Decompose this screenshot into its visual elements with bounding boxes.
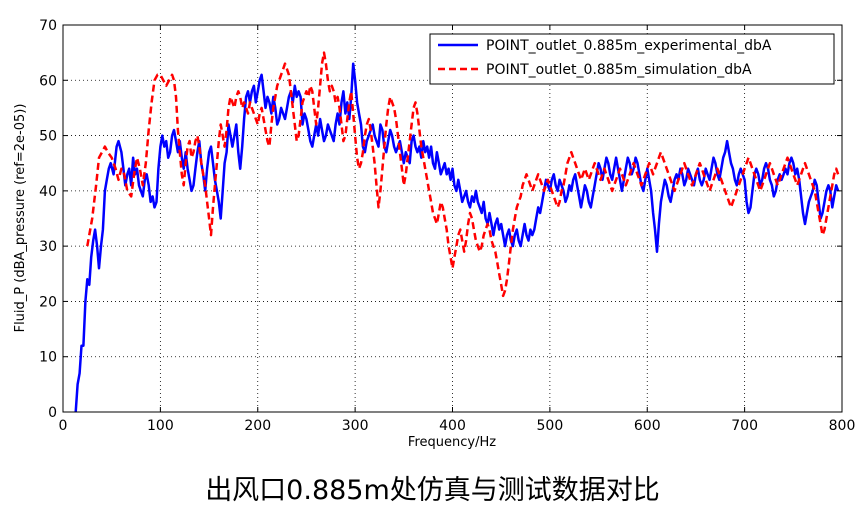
y-tick-label: 0 [48, 405, 57, 421]
x-tick-label: 0 [59, 418, 68, 434]
legend-label-experimental: POINT_outlet_0.885m_experimental_dbA [486, 38, 772, 54]
y-tick-label: 40 [39, 184, 57, 200]
x-tick-labels: 0 100 200 300 400 500 600 700 800 [59, 418, 856, 434]
y-tick-label: 50 [39, 129, 57, 145]
x-tick-label: 600 [634, 418, 661, 434]
figure-caption: 出风口0.885m处仿真与测试数据对比 [205, 475, 660, 506]
y-axis-label: Fluid_P (dBA_pressure (ref=2e-05)) [13, 104, 28, 333]
x-tick-label: 400 [439, 418, 466, 434]
y-tick-labels: 0 10 20 30 40 50 60 70 [39, 18, 57, 421]
chart-area: 0 100 200 300 400 500 600 700 800 0 10 20 30 40 50 60 7… [13, 18, 856, 450]
y-tick-label: 10 [39, 350, 57, 366]
x-tick-label: 800 [829, 418, 856, 434]
x-axis-label: Frequency/Hz [408, 435, 496, 450]
x-tick-label: 200 [244, 418, 271, 434]
legend: POINT_outlet_0.885m_experimental_dbA POI… [429, 33, 835, 85]
y-tick-label: 70 [39, 18, 57, 34]
series-layer [74, 51, 840, 413]
legend-label-simulation: POINT_outlet_0.885m_simulation_dbA [486, 62, 752, 78]
y-tick-label: 30 [39, 239, 57, 255]
series-line-simulation [86, 51, 840, 298]
x-tick-label: 700 [731, 418, 758, 434]
legend-box [429, 33, 835, 85]
x-tick-label: 500 [537, 418, 564, 434]
x-tick-label: 300 [342, 418, 369, 434]
x-tick-label: 100 [147, 418, 174, 434]
tick-marks [62, 24, 843, 413]
y-tick-label: 20 [39, 294, 57, 310]
y-tick-label: 60 [39, 73, 57, 89]
